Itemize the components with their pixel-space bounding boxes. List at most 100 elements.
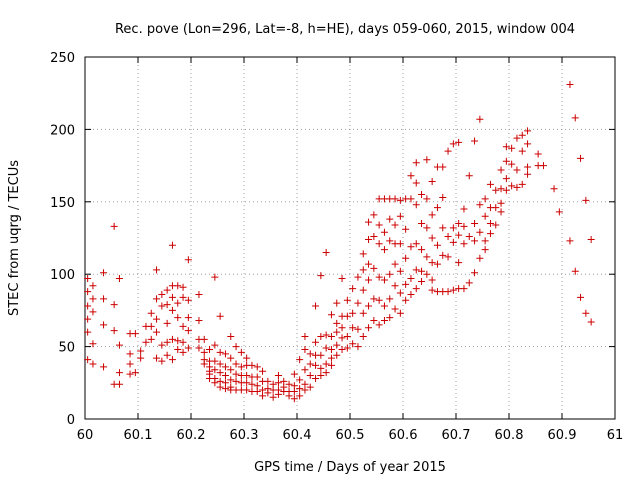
data-point: [253, 373, 261, 381]
data-point: [153, 266, 161, 274]
y-axis-label: STEC from uqrg / TECUs: [7, 160, 22, 316]
data-point: [481, 195, 489, 203]
data-point: [460, 205, 468, 213]
data-point: [365, 302, 373, 310]
data-point: [513, 183, 521, 191]
data-point: [492, 221, 500, 229]
data-point: [317, 364, 325, 372]
data-point: [508, 144, 516, 152]
data-point: [338, 334, 346, 342]
data-point: [481, 237, 489, 245]
data-point: [306, 372, 314, 380]
data-point: [465, 279, 473, 287]
data-point: [444, 147, 452, 155]
data-point: [370, 233, 378, 241]
data-point: [100, 321, 108, 329]
data-point: [518, 180, 526, 188]
data-point: [84, 302, 92, 310]
data-point: [131, 369, 139, 377]
data-point: [471, 137, 479, 145]
data-point: [153, 315, 161, 323]
data-point: [444, 233, 452, 241]
data-point: [200, 335, 208, 343]
data-point: [508, 160, 516, 168]
data-point: [285, 392, 293, 400]
data-point: [465, 172, 473, 180]
data-point: [333, 319, 341, 327]
data-point: [439, 193, 447, 201]
data-point: [365, 324, 373, 332]
data-point: [168, 293, 176, 301]
data-point: [365, 235, 373, 243]
data-point: [301, 366, 309, 374]
data-point: [322, 248, 330, 256]
data-point: [444, 253, 452, 261]
data-point: [147, 309, 155, 317]
data-points: [84, 81, 595, 403]
data-point: [433, 260, 441, 268]
data-point: [89, 308, 97, 316]
data-point: [428, 259, 436, 267]
data-point: [407, 172, 415, 180]
data-point: [566, 81, 574, 89]
data-point: [486, 180, 494, 188]
data-point: [412, 285, 420, 293]
data-point: [418, 220, 426, 228]
data-point: [227, 354, 235, 362]
data-point: [359, 286, 367, 294]
data-point: [317, 372, 325, 380]
data-point: [333, 299, 341, 307]
x-tick-label: 60.9: [548, 428, 577, 443]
data-point: [237, 363, 245, 371]
data-point: [524, 127, 532, 135]
data-point: [253, 363, 261, 371]
data-point: [423, 253, 431, 261]
data-point: [163, 301, 171, 309]
data-point: [327, 361, 335, 369]
data-point: [115, 380, 123, 388]
data-point: [455, 220, 463, 228]
data-point: [359, 309, 367, 317]
data-point: [502, 157, 510, 165]
data-point: [301, 386, 309, 394]
y-tick-label: 200: [50, 123, 75, 138]
data-point: [402, 225, 410, 233]
x-tick-label: 60.1: [124, 428, 153, 443]
data-point: [179, 338, 187, 346]
data-point: [174, 345, 182, 353]
data-point: [349, 340, 357, 348]
data-point: [476, 201, 484, 209]
data-point: [115, 369, 123, 377]
data-point: [174, 314, 182, 322]
data-point: [264, 377, 272, 385]
data-point: [227, 332, 235, 340]
y-tick-label: 50: [58, 341, 75, 356]
x-tick-label: 60.7: [442, 428, 471, 443]
data-point: [370, 317, 378, 325]
x-tick-label: 60.3: [230, 428, 259, 443]
data-point: [232, 377, 240, 385]
data-point: [396, 196, 404, 204]
data-point: [343, 312, 351, 320]
data-point: [396, 309, 404, 317]
data-point: [153, 354, 161, 362]
data-point: [375, 240, 383, 248]
data-point: [184, 344, 192, 352]
data-point: [365, 260, 373, 268]
data-point: [471, 269, 479, 277]
data-point: [221, 363, 229, 371]
data-point: [232, 360, 240, 368]
data-point: [396, 212, 404, 220]
data-point: [338, 324, 346, 332]
data-point: [84, 288, 92, 296]
data-point: [84, 275, 92, 283]
data-point: [158, 302, 166, 310]
data-point: [534, 150, 542, 158]
data-point: [327, 354, 335, 362]
data-point: [216, 348, 224, 356]
data-point: [163, 351, 171, 359]
data-point: [412, 240, 420, 248]
data-point: [216, 369, 224, 377]
y-tick-label: 150: [50, 196, 75, 211]
data-point: [312, 361, 320, 369]
